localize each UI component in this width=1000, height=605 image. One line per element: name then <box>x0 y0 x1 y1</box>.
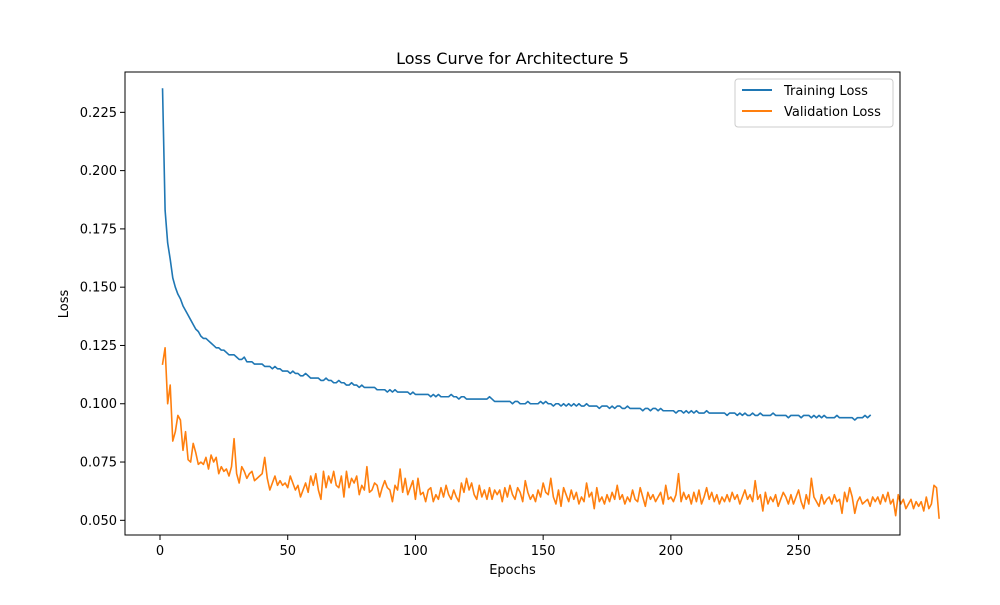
y-tick-label: 0.225 <box>80 106 117 121</box>
legend-label-validation: Validation Loss <box>784 105 881 120</box>
x-axis: 0 50 100 150 200 250 <box>156 535 811 559</box>
legend-label-training: Training Loss <box>783 84 868 99</box>
y-tick-label: 0.075 <box>80 456 117 471</box>
y-axis: 0.050 0.075 0.100 0.125 0.150 0.175 0.200 0.225 <box>80 106 125 529</box>
y-tick-label: 0.200 <box>80 164 117 179</box>
x-tick-label: 0 <box>156 544 164 559</box>
x-tick-label: 200 <box>658 544 683 559</box>
plot-frame <box>124 71 901 536</box>
legend-box <box>734 78 894 128</box>
legend: Training Loss Validation Loss <box>734 78 894 128</box>
x-tick-label: 50 <box>279 544 296 559</box>
y-tick-label: 0.125 <box>80 339 117 354</box>
y-tick-label: 0.100 <box>80 397 117 412</box>
x-tick-label: 150 <box>531 544 556 559</box>
chart-title: Loss Curve for Architecture 5 <box>396 49 629 68</box>
plot-area <box>161 88 940 519</box>
training-loss-line <box>161 88 872 421</box>
y-tick-label: 0.150 <box>80 281 117 296</box>
y-tick-label: 0.175 <box>80 222 117 237</box>
validation-loss-line <box>161 346 940 519</box>
x-tick-label: 100 <box>403 544 428 559</box>
x-axis-label: Epochs <box>489 563 536 578</box>
y-axis-label: Loss <box>57 290 72 319</box>
x-tick-label: 250 <box>786 544 811 559</box>
y-tick-label: 0.050 <box>80 514 117 529</box>
